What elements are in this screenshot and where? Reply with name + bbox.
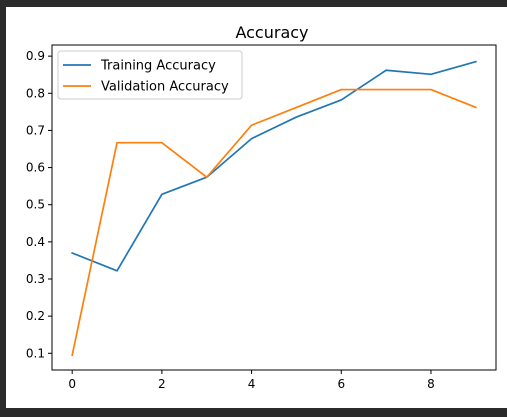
x-tick-label: 0 <box>68 377 76 391</box>
series-line-1 <box>71 88 477 357</box>
y-tick-label: 0.3 <box>26 272 45 286</box>
x-tick-label: 8 <box>427 377 435 391</box>
legend-label: Training Accuracy <box>100 59 216 74</box>
chart-title: Accuracy <box>235 23 308 42</box>
x-tick-label: 2 <box>158 377 166 391</box>
plot-area-frame <box>51 44 497 371</box>
legend: Training Accuracy Validation Accuracy <box>57 50 243 100</box>
x-tick-label: 6 <box>337 377 345 391</box>
series-line-0 <box>71 60 477 272</box>
y-tick-label: 0.9 <box>26 49 45 63</box>
series-lines <box>71 60 477 357</box>
y-tick-label: 0.4 <box>26 235 45 249</box>
y-tick-label: 0.7 <box>26 123 45 137</box>
legend-label: Validation Accuracy <box>101 80 229 95</box>
y-tick-label: 0.2 <box>26 309 45 323</box>
axis-ticks: 0 2 4 6 8 0.1 0.2 0.3 0.4 0.5 0.6 0.7 0.8 0.9 <box>26 49 435 391</box>
y-tick-label: 0.6 <box>26 161 45 175</box>
y-tick-label: 0.8 <box>26 86 45 100</box>
y-tick-label: 0.1 <box>26 346 45 360</box>
legend-box <box>57 50 243 100</box>
y-tick-label: 0.5 <box>26 198 45 212</box>
x-tick-label: 4 <box>248 377 256 391</box>
